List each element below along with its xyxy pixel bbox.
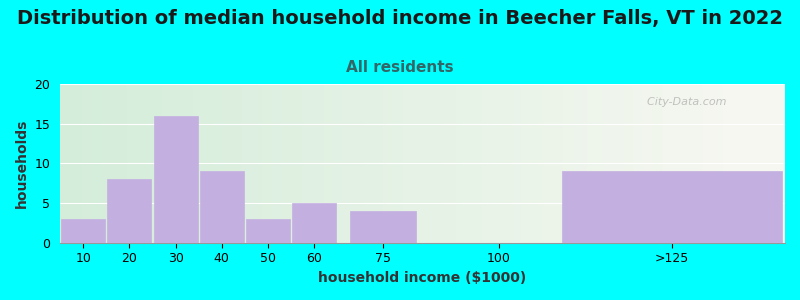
Bar (62, 219, 105, 243)
Bar (154, 116, 198, 243)
Bar (350, 211, 416, 243)
Bar (107, 179, 151, 243)
Y-axis label: households: households (15, 119, 29, 208)
Text: City-Data.com: City-Data.com (640, 97, 726, 107)
Bar (292, 203, 336, 243)
Bar (562, 171, 782, 243)
Text: Distribution of median household income in Beecher Falls, VT in 2022: Distribution of median household income … (17, 9, 783, 28)
Text: All residents: All residents (346, 60, 454, 75)
Bar (200, 171, 244, 243)
X-axis label: household income ($1000): household income ($1000) (318, 271, 526, 285)
Bar (246, 219, 290, 243)
